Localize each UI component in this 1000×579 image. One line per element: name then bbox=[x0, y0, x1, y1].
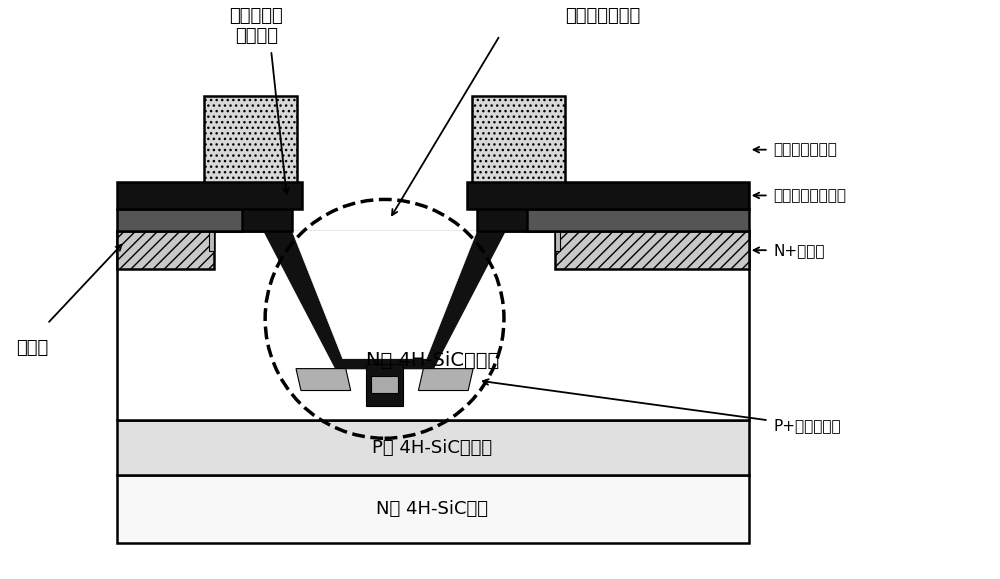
Text: N型 4H-SiC衬底: N型 4H-SiC衬底 bbox=[376, 500, 488, 518]
Text: N+注入区: N+注入区 bbox=[774, 243, 825, 258]
Bar bbox=[555, 231, 749, 269]
Bar bbox=[117, 182, 302, 210]
Text: 聚酰亚胺保护层: 聚酰亚胺保护层 bbox=[774, 142, 838, 157]
Bar bbox=[555, 231, 560, 251]
Bar bbox=[371, 376, 398, 394]
Polygon shape bbox=[292, 230, 477, 358]
Bar bbox=[117, 231, 214, 269]
Text: 阴极欧姆接触金属: 阴极欧姆接触金属 bbox=[774, 188, 847, 203]
Text: 倒梯形阳极凹槽: 倒梯形阳极凹槽 bbox=[565, 8, 640, 25]
Text: 阳极肖特基: 阳极肖特基 bbox=[229, 8, 283, 25]
Bar bbox=[117, 475, 749, 543]
Bar bbox=[477, 203, 560, 231]
Bar bbox=[117, 420, 749, 475]
Text: 钝化层: 钝化层 bbox=[16, 339, 48, 357]
Bar bbox=[366, 364, 403, 406]
Polygon shape bbox=[296, 369, 351, 390]
Bar bbox=[527, 210, 749, 231]
Polygon shape bbox=[418, 369, 473, 390]
Text: 接触金属: 接触金属 bbox=[235, 27, 278, 45]
Text: P+注入保护区: P+注入保护区 bbox=[774, 418, 841, 433]
Bar bbox=[204, 96, 297, 203]
Bar bbox=[117, 231, 749, 420]
Bar bbox=[209, 231, 214, 251]
Text: N型 4H-SiC外延层: N型 4H-SiC外延层 bbox=[366, 351, 499, 370]
Bar bbox=[467, 182, 749, 210]
Bar bbox=[472, 96, 565, 203]
Text: P型 4H-SiC隔离层: P型 4H-SiC隔离层 bbox=[372, 439, 492, 457]
Bar bbox=[209, 203, 292, 231]
Polygon shape bbox=[264, 231, 505, 369]
Bar bbox=[117, 210, 242, 231]
